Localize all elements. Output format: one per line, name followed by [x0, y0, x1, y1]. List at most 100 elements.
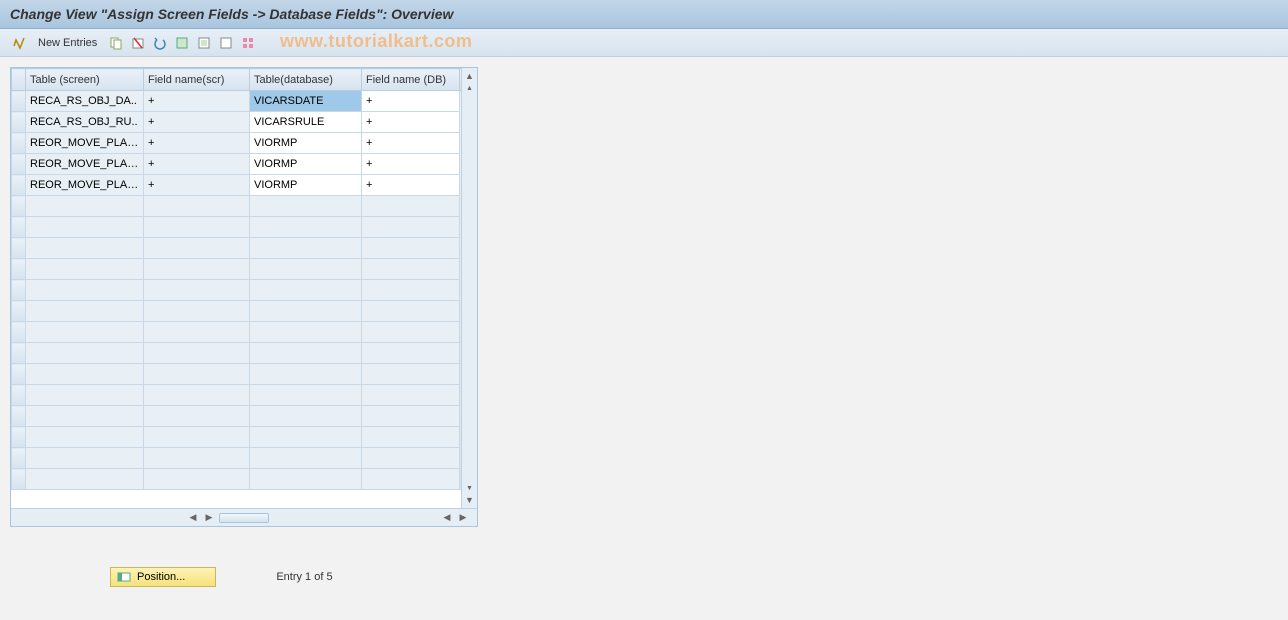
table-row[interactable]: REOR_MOVE_PLAN..+VIORMP+ — [12, 175, 462, 196]
position-icon — [117, 570, 131, 584]
empty-cell — [26, 301, 144, 322]
table-row[interactable]: RECA_RS_OBJ_RU..+VICARSRULE+ — [12, 112, 462, 133]
row-selector[interactable] — [12, 154, 26, 175]
empty-cell — [144, 259, 250, 280]
empty-cell — [250, 280, 362, 301]
empty-cell — [26, 217, 144, 238]
cell-field-db[interactable]: + — [362, 112, 460, 133]
cell-field-db[interactable]: + — [362, 175, 460, 196]
content-area: Table (screen) Field name(scr) Table(dat… — [0, 57, 1288, 597]
empty-cell — [250, 217, 362, 238]
table-header-row: Table (screen) Field name(scr) Table(dat… — [12, 69, 462, 91]
row-selector[interactable] — [12, 133, 26, 154]
empty-cell — [250, 364, 362, 385]
scroll-right-icon[interactable]: ▶ — [203, 512, 215, 524]
row-selector[interactable] — [12, 217, 26, 238]
scroll-up-small-icon[interactable]: ▲ — [464, 82, 476, 94]
row-selector[interactable] — [12, 91, 26, 112]
undo-icon[interactable] — [151, 34, 169, 52]
config-icon[interactable] — [239, 34, 257, 52]
scroll-up-icon[interactable]: ▲ — [464, 70, 476, 82]
scroll-down-icon[interactable]: ▼ — [464, 494, 476, 506]
table-row[interactable]: REOR_MOVE_PLAN..+VIORMP+ — [12, 154, 462, 175]
footer: Position... Entry 1 of 5 — [10, 567, 1278, 587]
row-selector[interactable] — [12, 196, 26, 217]
cell-table-screen[interactable]: REOR_MOVE_PLAN.. — [26, 175, 144, 196]
row-selector[interactable] — [12, 448, 26, 469]
col-header-table-screen[interactable]: Table (screen) — [26, 69, 144, 91]
empty-cell — [362, 427, 460, 448]
table-row — [12, 385, 462, 406]
row-selector[interactable] — [12, 406, 26, 427]
empty-cell — [362, 280, 460, 301]
cell-field-db[interactable]: + — [362, 91, 460, 112]
empty-cell — [362, 343, 460, 364]
scroll-left-icon[interactable]: ◀ — [187, 512, 199, 524]
empty-cell — [362, 448, 460, 469]
table-row — [12, 448, 462, 469]
cell-table-screen[interactable]: REOR_MOVE_PLAN.. — [26, 154, 144, 175]
row-selector[interactable] — [12, 112, 26, 133]
cell-field-db[interactable]: + — [362, 154, 460, 175]
cell-field-scr[interactable]: + — [144, 133, 250, 154]
empty-cell — [26, 259, 144, 280]
row-selector[interactable] — [12, 343, 26, 364]
copy-icon[interactable] — [107, 34, 125, 52]
hscroll-thumb[interactable] — [219, 513, 269, 523]
empty-cell — [362, 322, 460, 343]
col-header-field-scr[interactable]: Field name(scr) — [144, 69, 250, 91]
cell-field-scr[interactable]: + — [144, 112, 250, 133]
row-selector[interactable] — [12, 322, 26, 343]
horizontal-scrollbar[interactable]: ◀ ▶ ◀ ▶ — [11, 508, 477, 526]
cell-table-db[interactable]: VICARSRULE — [250, 112, 362, 133]
table-row[interactable]: REOR_MOVE_PLAN..+VIORMP+ — [12, 133, 462, 154]
cell-field-scr[interactable]: + — [144, 175, 250, 196]
cell-table-db[interactable]: VICARSDATE — [250, 91, 362, 112]
select-all-icon[interactable] — [173, 34, 191, 52]
new-entries-button[interactable]: New Entries — [32, 37, 103, 49]
cell-field-scr[interactable]: + — [144, 91, 250, 112]
watermark-text: www.tutorialkart.com — [280, 31, 472, 52]
empty-cell — [144, 217, 250, 238]
empty-cell — [362, 196, 460, 217]
table-body: RECA_RS_OBJ_DA..+VICARSDATE+RECA_RS_OBJ_… — [12, 91, 462, 490]
scroll-right2-icon[interactable]: ▶ — [457, 512, 469, 524]
scroll-down-small-icon[interactable]: ▼ — [464, 482, 476, 494]
row-selector[interactable] — [12, 259, 26, 280]
row-selector[interactable] — [12, 280, 26, 301]
empty-cell — [26, 469, 144, 490]
entry-count: Entry 1 of 5 — [276, 571, 332, 583]
row-selector[interactable] — [12, 175, 26, 196]
cell-table-db[interactable]: VIORMP — [250, 154, 362, 175]
cell-table-db[interactable]: VIORMP — [250, 133, 362, 154]
toggle-icon[interactable] — [10, 34, 28, 52]
col-header-field-db[interactable]: Field name (DB) — [362, 69, 460, 91]
select-block-icon[interactable] — [195, 34, 213, 52]
cell-table-screen[interactable]: REOR_MOVE_PLAN.. — [26, 133, 144, 154]
delete-icon[interactable] — [129, 34, 147, 52]
cell-table-db[interactable]: VIORMP — [250, 175, 362, 196]
empty-cell — [144, 238, 250, 259]
corner-cell[interactable] — [12, 69, 26, 91]
table-row — [12, 322, 462, 343]
empty-cell — [144, 343, 250, 364]
empty-cell — [144, 364, 250, 385]
row-selector[interactable] — [12, 364, 26, 385]
position-button[interactable]: Position... — [110, 567, 216, 587]
row-selector[interactable] — [12, 469, 26, 490]
cell-field-db[interactable]: + — [362, 133, 460, 154]
scroll-left2-icon[interactable]: ◀ — [441, 512, 453, 524]
row-selector[interactable] — [12, 238, 26, 259]
cell-table-screen[interactable]: RECA_RS_OBJ_DA.. — [26, 91, 144, 112]
empty-cell — [362, 217, 460, 238]
table-row[interactable]: RECA_RS_OBJ_DA..+VICARSDATE+ — [12, 91, 462, 112]
row-selector[interactable] — [12, 427, 26, 448]
row-selector[interactable] — [12, 301, 26, 322]
deselect-all-icon[interactable] — [217, 34, 235, 52]
col-header-table-db[interactable]: Table(database) — [250, 69, 362, 91]
cell-field-scr[interactable]: + — [144, 154, 250, 175]
cell-table-screen[interactable]: RECA_RS_OBJ_RU.. — [26, 112, 144, 133]
row-selector[interactable] — [12, 385, 26, 406]
table-row — [12, 469, 462, 490]
vertical-scrollbar[interactable]: ▲ ▲ ▼ ▼ — [461, 68, 477, 508]
